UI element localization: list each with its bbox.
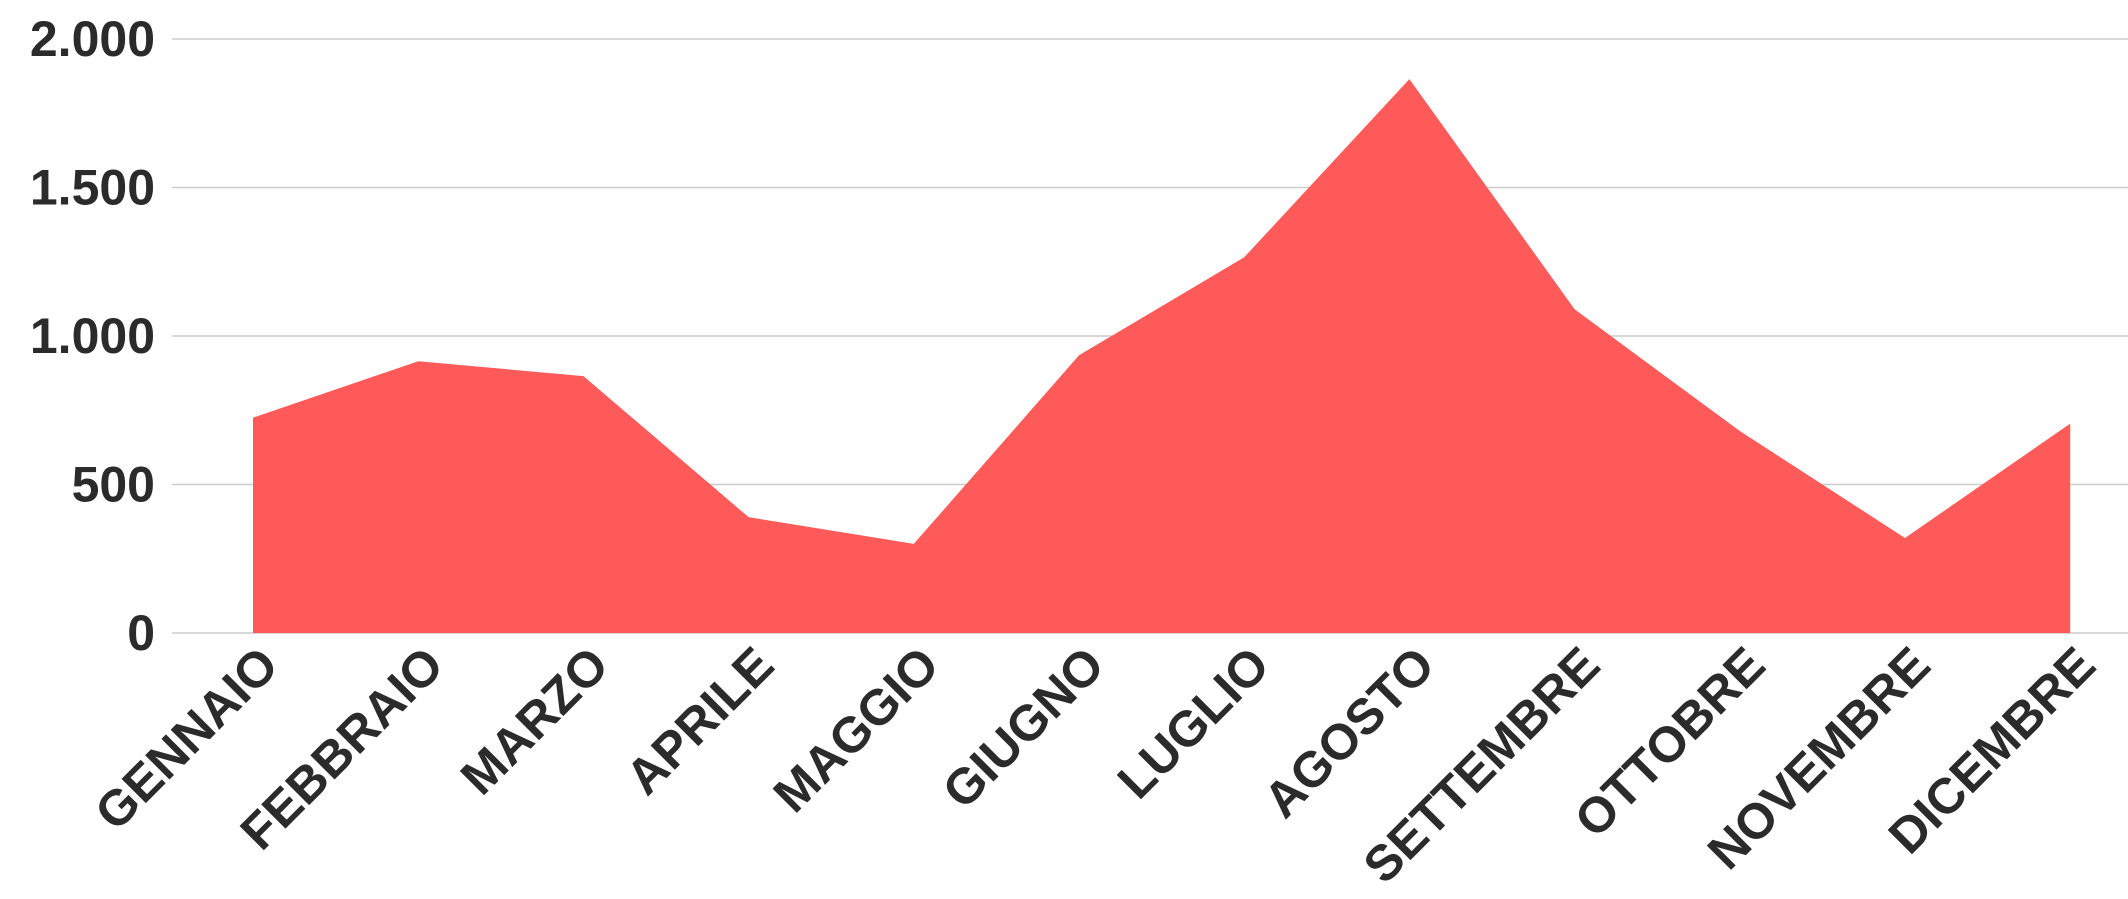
x-tick-label-luglio: LUGLIO: [1107, 636, 1280, 809]
x-tick-label-giugno: GIUGNO: [932, 636, 1115, 819]
y-tick-label: 2.000: [30, 11, 155, 67]
x-axis: GENNAIOFEBBRAIOMARZOAPRILEMAGGIOGIUGNOLU…: [84, 636, 2106, 894]
x-tick-label-marzo: MARZO: [450, 636, 619, 805]
x-tick-label-aprile: APRILE: [615, 636, 784, 805]
y-tick-label: 1.500: [30, 160, 155, 216]
y-tick-label: 1.000: [30, 308, 155, 364]
x-tick-label-maggio: MAGGIO: [763, 636, 950, 823]
y-axis: 0 500 1.000 1.500 2.000: [30, 11, 155, 661]
y-tick-label: 0: [127, 605, 155, 661]
area-series: [253, 79, 2071, 634]
y-tick-label: 500: [72, 457, 155, 513]
area-series-0: [253, 79, 2071, 634]
